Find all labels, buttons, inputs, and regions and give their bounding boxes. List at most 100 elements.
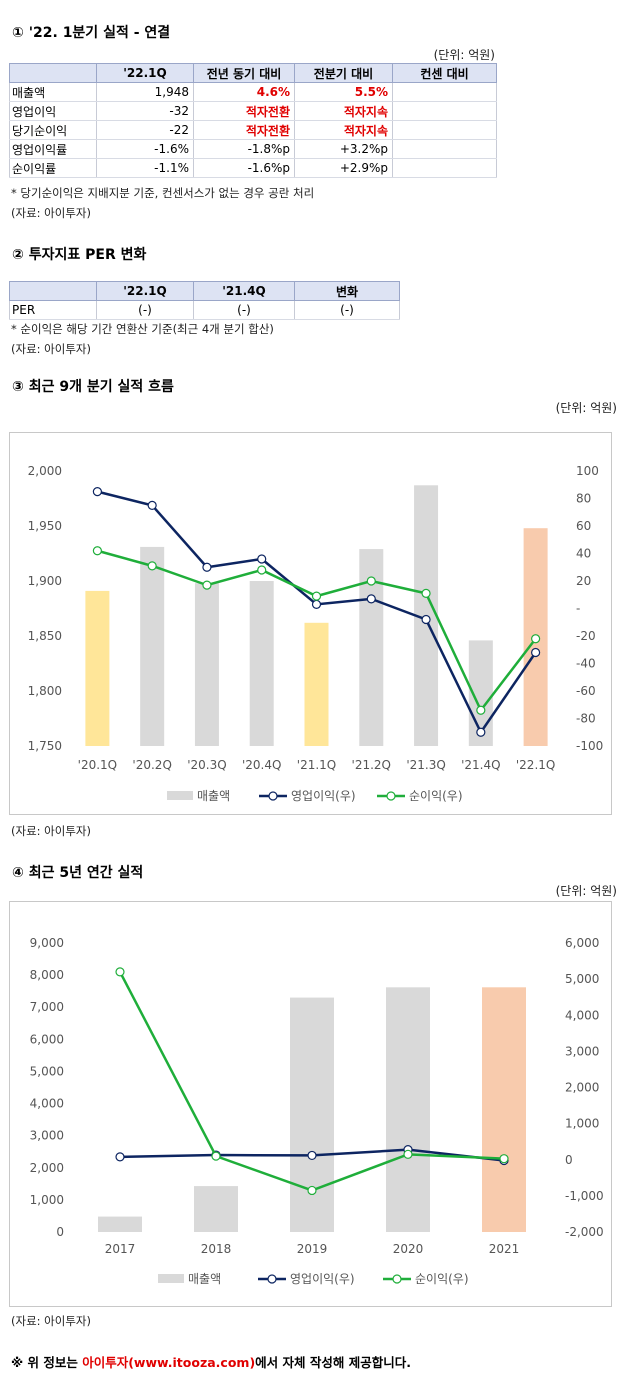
section1-source: (자료: 아이투자) <box>11 206 91 220</box>
y-tick-label: 8,000 <box>30 968 64 982</box>
quarterly-chart: 1,7501,8001,8501,9001,9502,000-100-80-60… <box>28 464 604 803</box>
section2-note: * 순이익은 해당 기간 연환산 기준(최근 4개 분기 합산) <box>11 322 274 336</box>
y2-tick-label: 2,000 <box>565 1081 599 1095</box>
x-tick-label: 2018 <box>201 1242 232 1256</box>
table-cell: 4.6% <box>193 82 295 102</box>
operating-profit-point <box>147 500 157 510</box>
quarterly-chart-frame: 1,750 1,800 1,850 1,900 1,950 2,000 -100 -80 -60… <box>9 432 612 815</box>
footer-suffix: 에서 자체 작성해 제공합니다. <box>255 1355 411 1370</box>
annual-chart-frame: 0 1,000 2,000 3,000 4,000 5,000 6,000 7,000 8,00… <box>9 901 612 1307</box>
y2-tick-label: 3,000 <box>565 1044 599 1058</box>
table-row: 당기순이익 -22 적자전환 적자지속 <box>9 120 497 140</box>
operating-profit-point <box>307 1150 317 1161</box>
y2-tick-label: 100 <box>576 464 599 478</box>
row-label: 영업이익률 <box>9 139 97 159</box>
y-tick-label: 5,000 <box>30 1064 64 1078</box>
y2-tick-label: 1,000 <box>565 1117 599 1131</box>
y2-tick-label: 4,000 <box>565 1008 599 1022</box>
x-tick-label: '21.3Q <box>406 758 445 772</box>
table-row: PER (-) (-) (-) <box>9 300 400 320</box>
row-label: PER <box>9 300 97 320</box>
table-cell: 적자지속 <box>294 101 393 121</box>
table-cell <box>392 82 497 102</box>
net-profit-point <box>307 1185 317 1196</box>
y2-tick-label: 0 <box>565 1153 573 1167</box>
y-tick-label: 6,000 <box>30 1032 64 1046</box>
y-tick-label: 1,950 <box>28 519 62 533</box>
annual-chart: 0 1,000 2,000 3,000 4,000 5,000 6,000 7,000 8,00… <box>30 936 604 1286</box>
section3-unit: (단위: 억원) <box>555 401 617 415</box>
legend-revenue-swatch <box>167 791 193 800</box>
revenue-bar <box>98 1216 142 1232</box>
row-label: 매출액 <box>9 82 97 102</box>
x-tick-label: 2021 <box>489 1242 520 1256</box>
x-tick-label: '20.2Q <box>132 758 171 772</box>
x-tick-label: '22.1Q <box>516 758 555 772</box>
y-tick-label: 9,000 <box>30 936 64 950</box>
net-profit-point <box>403 1149 413 1159</box>
table-cell: +3.2%p <box>294 139 393 159</box>
section1-unit: (단위: 억원) <box>433 48 495 62</box>
net-profit-point <box>499 1154 509 1164</box>
net-profit-point <box>421 588 431 598</box>
y-tick-label: 0 <box>56 1225 64 1239</box>
section1-note: * 당기순이익은 지배지분 기준, 컨센서스가 없는 경우 공란 처리 <box>11 186 315 200</box>
revenue-bar <box>85 590 110 746</box>
y-tick-label: 2,000 <box>28 464 62 478</box>
x-tick-label: '21.4Q <box>461 758 500 772</box>
table-cell: (-) <box>96 300 194 320</box>
y2-tick-label: -2,000 <box>565 1225 604 1239</box>
operating-profit-point <box>421 614 431 625</box>
column-header: 컨센 대비 <box>392 63 497 83</box>
y-tick-label: 1,800 <box>28 684 62 698</box>
section3-title: ③ 최근 9개 분기 실적 흐름 <box>12 379 174 395</box>
revenue-bar <box>249 581 274 746</box>
y-tick-label: 4,000 <box>30 1097 64 1111</box>
net-profit-point <box>115 967 125 977</box>
net-profit-point <box>211 1151 221 1161</box>
y2-tick-label: 20 <box>576 574 591 588</box>
legend-operating-profit-label: 영업이익(우) <box>291 789 356 803</box>
column-header: 전분기 대비 <box>294 63 393 83</box>
column-header <box>9 63 97 83</box>
x-tick-label: '21.2Q <box>352 758 391 772</box>
x-tick-label: '20.1Q <box>78 758 117 772</box>
table-cell: -1.1% <box>96 158 194 178</box>
y2-tick-label: 5,000 <box>565 972 599 986</box>
net-profit-point <box>366 576 376 586</box>
revenue-bar <box>194 583 219 746</box>
legend-net-profit-label: 순이익(우) <box>409 789 463 803</box>
y-tick-label: 1,900 <box>28 574 62 588</box>
table-row: 영업이익률 -1.6% -1.8%p +3.2%p <box>9 139 497 159</box>
table-cell <box>392 158 497 178</box>
net-profit-point <box>202 580 212 590</box>
table-cell: -1.8%p <box>193 139 295 159</box>
section1-title: ① '22. 1분기 실적 - 연결 <box>12 25 171 41</box>
footer-site-link[interactable]: 아이투자(www.itooza.com) <box>82 1355 256 1370</box>
legend-operating-profit-marker <box>267 1274 277 1284</box>
table-row: 영업이익 -32 적자전환 적자지속 <box>9 101 497 121</box>
revenue-bar <box>304 622 329 746</box>
table-row: 순이익률 -1.1% -1.6%p +2.9%p <box>9 158 497 178</box>
row-label: 당기순이익 <box>9 120 97 140</box>
footer-prefix: ※ 위 정보는 <box>11 1355 83 1370</box>
legend-operating-profit-label: 영업이익(우) <box>290 1272 355 1286</box>
section4-unit: (단위: 억원) <box>555 884 617 898</box>
operating-profit-point <box>202 562 212 572</box>
revenue-bar <box>482 987 526 1232</box>
legend-revenue-label: 매출액 <box>197 789 230 803</box>
section2-title: ② 투자지표 PER 변화 <box>12 247 147 263</box>
y-tick-label: 1,000 <box>30 1193 64 1207</box>
net-profit-point <box>531 634 541 644</box>
revenue-bar <box>194 1186 238 1232</box>
table-cell: 적자전환 <box>193 120 295 140</box>
table-cell <box>392 101 497 121</box>
net-profit-point <box>147 561 157 571</box>
table-cell: 적자지속 <box>294 120 393 140</box>
x-tick-label: '21.1Q <box>297 758 336 772</box>
column-header: 전년 동기 대비 <box>193 63 295 83</box>
section2-source: (자료: 아이투자) <box>11 342 91 356</box>
legend-revenue-label: 매출액 <box>188 1272 221 1286</box>
y2-tick-label: -20 <box>576 629 596 643</box>
table-cell <box>392 139 497 159</box>
